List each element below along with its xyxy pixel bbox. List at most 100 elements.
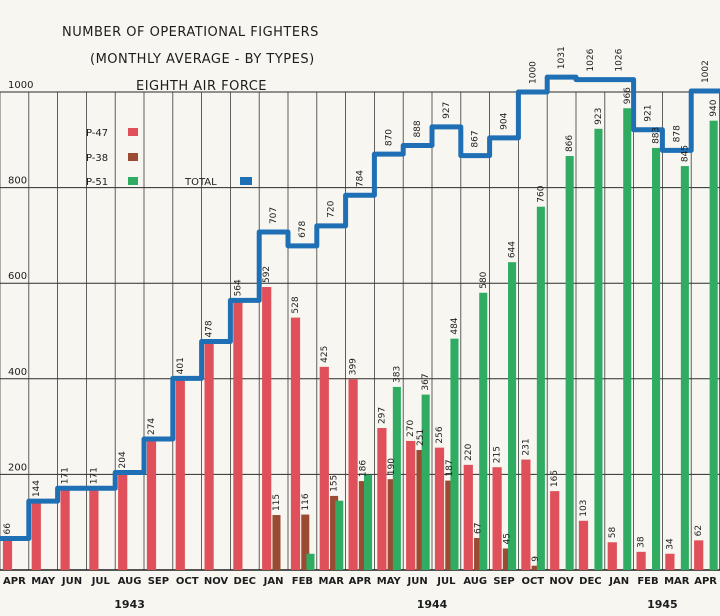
data-label-p47: 592 — [262, 266, 272, 283]
bar-p47 — [406, 440, 416, 570]
x-tick-label: JUL — [91, 576, 111, 587]
x-tick-label: SEP — [493, 576, 514, 587]
bar-p47 — [2, 538, 13, 570]
data-label-p47: 274 — [147, 418, 157, 435]
bar-p51 — [623, 108, 632, 570]
data-label-total: 720 — [327, 200, 337, 217]
data-label-total: 1000 — [528, 61, 538, 84]
bar-p47 — [578, 520, 589, 570]
bar-p51 — [392, 386, 401, 570]
chart-subtitle: (MONTHLY AVERAGE - BY TYPES) — [90, 52, 315, 67]
data-label-p47: 256 — [435, 426, 445, 443]
bar-p47 — [319, 366, 329, 570]
data-label-total: 1031 — [557, 46, 567, 69]
legend-label-p47: P-47 — [86, 128, 108, 139]
y-tick-label: 200 — [8, 462, 27, 473]
x-tick-label: DEC — [579, 576, 601, 587]
bar-p47 — [31, 501, 41, 570]
data-label-p51: 383 — [392, 366, 402, 383]
bar-p38 — [272, 515, 281, 570]
x-tick-label: AUG — [463, 576, 487, 587]
data-label-p38: 186 — [358, 460, 368, 477]
data-label-total: 1002 — [701, 60, 711, 83]
data-label-total: 784 — [356, 170, 366, 187]
data-label-p47: 478 — [205, 320, 215, 337]
data-label-p38: 67 — [474, 523, 484, 534]
chart-subtitle-2: EIGHTH AIR FORCE — [136, 79, 267, 94]
x-tick-label: DEC — [234, 576, 256, 587]
x-tick-label: JUN — [61, 576, 82, 587]
x-tick-label: JUN — [406, 576, 427, 587]
data-label-total: 678 — [298, 220, 308, 237]
y-tick-label: 600 — [8, 271, 27, 282]
data-label-p47: 66 — [3, 523, 13, 535]
bar-p38 — [502, 548, 511, 570]
bar-p51 — [306, 553, 315, 570]
data-label-p51: 484 — [450, 317, 460, 334]
data-label-p47: 215 — [493, 446, 503, 463]
bar-p47 — [233, 300, 243, 570]
data-label-p51: 923 — [594, 108, 604, 125]
data-label-total: 888 — [413, 120, 423, 137]
total-line — [0, 74, 720, 541]
bar-p47 — [175, 378, 185, 570]
y-tick-label: 800 — [8, 176, 27, 187]
data-label-total: 707 — [269, 207, 279, 224]
x-tick-label: JAN — [263, 576, 284, 587]
bar-p47 — [492, 467, 502, 570]
data-label-p38: 9 — [531, 556, 541, 562]
legend: P-47 P-38 P-51 TOTAL — [86, 128, 252, 188]
bar-p47 — [89, 488, 99, 570]
x-tick-label: JAN — [608, 576, 629, 587]
data-label-total: 1026 — [615, 48, 625, 71]
data-label-p47: 38 — [637, 536, 647, 548]
data-label-p47: 270 — [406, 419, 416, 436]
total-line-layer — [0, 74, 720, 541]
bar-p47 — [463, 464, 473, 570]
bar-p51 — [536, 206, 545, 570]
data-label-p47: 204 — [118, 451, 128, 468]
data-label-p47: 399 — [349, 358, 359, 375]
data-label-p38: 155 — [330, 475, 340, 492]
data-label-p51: 940 — [709, 99, 719, 116]
data-label-p47: 401 — [176, 357, 186, 374]
bars-layer — [2, 108, 718, 571]
year-label: 1944 — [417, 598, 448, 611]
bar-p38 — [387, 479, 396, 570]
data-label-p47: 171 — [89, 467, 99, 484]
bar-p51 — [565, 156, 574, 570]
data-label-total: 878 — [672, 125, 682, 142]
bar-p51 — [335, 500, 344, 570]
bar-p47 — [607, 542, 617, 570]
data-label-p51: 644 — [508, 241, 518, 258]
bar-p51 — [709, 120, 718, 571]
x-axis-ticks: APR MAY JUN JUL AUG SEP OCT NOV DEC JAN FEB MAR APR M… — [3, 576, 717, 587]
data-label-p47: 220 — [464, 443, 474, 460]
bar-p51 — [450, 338, 459, 570]
bar-p51 — [652, 147, 661, 570]
x-tick-label: OCT — [521, 576, 544, 587]
data-label-p47: 425 — [320, 346, 330, 363]
data-label-total: 904 — [500, 112, 510, 129]
data-labels-layer: 66 144 171 171 204 274 401 478 564 592 528 425 399 29… — [3, 46, 719, 561]
data-label-p51: 845 — [680, 145, 690, 162]
y-tick-label: 1000 — [8, 80, 33, 91]
y-tick-label: 400 — [8, 367, 27, 378]
x-tick-label: FEB — [292, 576, 313, 587]
x-tick-label: OCT — [176, 576, 199, 587]
x-tick-label: SEP — [148, 576, 169, 587]
data-label-p51: 866 — [565, 135, 575, 152]
legend-swatch-p47 — [128, 128, 138, 136]
x-tick-label: MAY — [377, 576, 402, 587]
data-label-p51: 760 — [536, 185, 546, 202]
x-tick-label: FEB — [637, 576, 658, 587]
data-label-p51: 966 — [623, 87, 633, 104]
data-label-total: 927 — [442, 102, 452, 119]
x-tick-label: APR — [349, 576, 372, 587]
x-tick-label: MAR — [319, 576, 345, 587]
data-label-p47: 103 — [579, 500, 589, 517]
data-label-p38: 115 — [272, 494, 282, 511]
data-label-p38: 187 — [445, 459, 455, 476]
bar-p47 — [377, 428, 387, 570]
